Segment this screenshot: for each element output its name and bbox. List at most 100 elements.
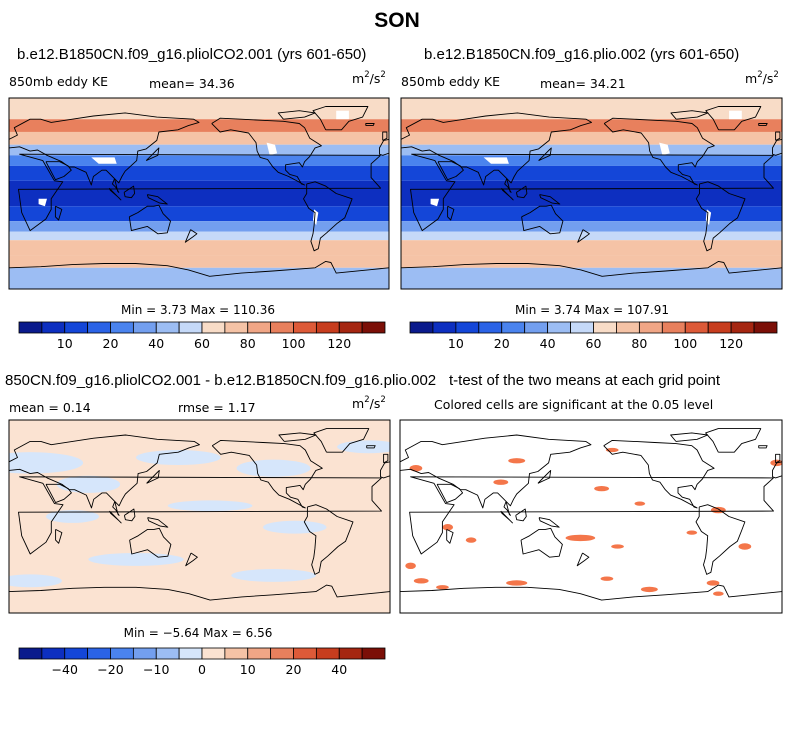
significant-cell bbox=[713, 591, 724, 596]
coastline bbox=[9, 584, 390, 601]
coastline bbox=[520, 527, 563, 558]
coastline bbox=[409, 476, 774, 555]
colorbar-tick-label: 40 bbox=[540, 336, 556, 351]
coastline bbox=[18, 476, 382, 555]
coastline bbox=[772, 138, 782, 156]
colorbar-box bbox=[616, 321, 640, 334]
coastline bbox=[539, 194, 561, 205]
coastline bbox=[705, 428, 762, 453]
map-field bbox=[9, 420, 390, 613]
colorbar-tick-label: 120 bbox=[327, 336, 351, 351]
colorbar-box bbox=[661, 321, 686, 334]
value-band bbox=[9, 180, 389, 207]
coastline bbox=[211, 117, 322, 186]
coastline bbox=[185, 552, 198, 567]
coastline bbox=[437, 161, 464, 181]
colorbar-box bbox=[87, 321, 111, 334]
coastline bbox=[436, 483, 464, 504]
panel-title: t-test of the two means at each grid poi… bbox=[449, 372, 721, 389]
significant-cell bbox=[640, 586, 658, 593]
value-band bbox=[9, 155, 389, 166]
value-patch bbox=[46, 510, 99, 523]
coastline bbox=[500, 510, 513, 524]
coastline bbox=[128, 204, 171, 235]
coastline bbox=[758, 445, 768, 449]
colorbar-box bbox=[730, 321, 755, 334]
map-field bbox=[401, 98, 782, 289]
coastline bbox=[278, 432, 317, 442]
colorbar-box bbox=[87, 647, 111, 660]
coastline bbox=[503, 501, 511, 516]
coastline bbox=[705, 106, 762, 131]
value-band bbox=[9, 98, 389, 120]
map-frame bbox=[399, 419, 783, 614]
colorbar-box bbox=[201, 321, 226, 334]
coastline bbox=[55, 528, 63, 544]
colorbar-box bbox=[570, 321, 594, 334]
colorbar-box bbox=[155, 321, 180, 334]
coastline bbox=[129, 527, 172, 558]
significant-cell bbox=[600, 576, 614, 581]
coastline bbox=[45, 161, 72, 181]
coastline bbox=[303, 504, 354, 575]
value-band bbox=[9, 206, 389, 222]
coastline bbox=[312, 106, 369, 131]
coastline bbox=[401, 260, 782, 277]
figure-title: SON bbox=[374, 9, 420, 32]
value-patch bbox=[56, 475, 121, 493]
title-backdrop bbox=[441, 366, 795, 392]
value-band bbox=[9, 255, 389, 268]
significant-cell bbox=[565, 534, 596, 542]
missing-data-mask bbox=[729, 110, 742, 120]
colorbar: −40 −20 −10 0 10 20 40 bbox=[18, 647, 386, 677]
coastline bbox=[365, 123, 375, 127]
significant-cell bbox=[506, 580, 528, 586]
colorbar-box bbox=[64, 647, 89, 660]
coastline bbox=[108, 187, 122, 201]
coastline bbox=[758, 123, 768, 127]
value-band bbox=[401, 231, 782, 241]
value-patch bbox=[9, 452, 84, 474]
significant-cell bbox=[405, 562, 416, 570]
mean-label: mean= 34.21 bbox=[540, 76, 626, 91]
value-band bbox=[401, 165, 782, 181]
map-field bbox=[400, 420, 782, 613]
coastline bbox=[184, 229, 198, 243]
colorbar-tick-label: 100 bbox=[673, 336, 697, 351]
map-frame bbox=[8, 419, 391, 614]
value-patch bbox=[88, 552, 184, 566]
colorbar-box bbox=[593, 321, 617, 334]
value-band bbox=[401, 98, 782, 120]
map-frame bbox=[400, 97, 783, 290]
min-max-label: Min = 3.74 Max = 107.91 bbox=[515, 303, 669, 317]
colorbar-box bbox=[478, 321, 503, 334]
map-field bbox=[9, 98, 389, 289]
variable-label: 850mb eddy KE bbox=[9, 74, 108, 89]
colorbar-box bbox=[132, 647, 157, 660]
colorbar-box bbox=[110, 647, 134, 660]
colorbar-tick-label: −20 bbox=[97, 662, 123, 677]
colorbar-box bbox=[132, 321, 157, 334]
coastline bbox=[109, 510, 122, 524]
value-patch bbox=[231, 569, 316, 582]
value-band bbox=[9, 131, 389, 145]
colorbar-box bbox=[338, 321, 363, 334]
coastline bbox=[670, 110, 709, 120]
value-band bbox=[401, 206, 782, 222]
value-band bbox=[401, 221, 782, 232]
value-patch bbox=[236, 459, 311, 477]
colorbar-tick-label: 20 bbox=[286, 662, 302, 677]
coastline bbox=[670, 432, 709, 442]
units-label: m2/s2 bbox=[352, 70, 386, 86]
coastline bbox=[303, 181, 353, 252]
colorbar-box bbox=[18, 321, 43, 334]
colorbar-box bbox=[638, 321, 663, 334]
colorbar-box bbox=[293, 647, 317, 660]
coastline bbox=[447, 205, 455, 221]
value-band bbox=[9, 144, 389, 156]
value-band bbox=[401, 144, 782, 156]
colorbar-box bbox=[41, 647, 66, 660]
coastline bbox=[146, 194, 168, 205]
panel-case1: b.e12.B1850CN.f09_g16.pliolCO2.001 (yrs … bbox=[8, 46, 390, 351]
